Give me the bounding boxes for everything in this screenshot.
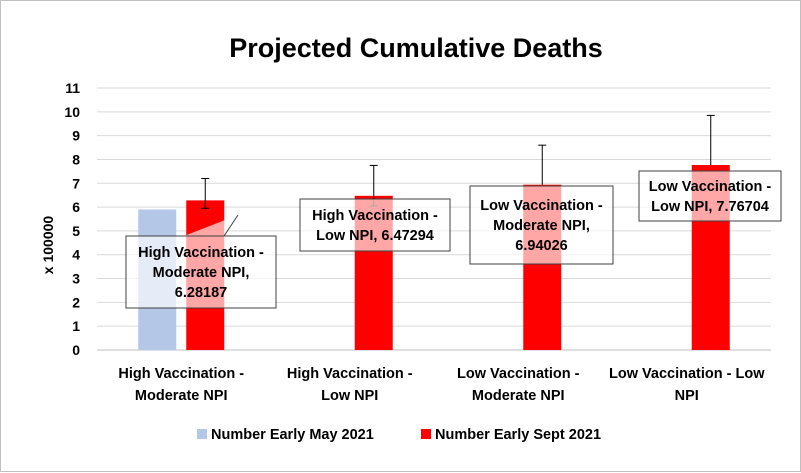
y-tick-label: 2: [72, 294, 80, 310]
callout-box: [125, 235, 277, 309]
y-tick-label: 6: [72, 199, 80, 215]
x-category-label: Low NPI: [321, 388, 378, 404]
y-tick-label: 10: [64, 104, 80, 120]
y-tick-labels: 0 1 2 3 4 5 6 7 8 9 10 11: [64, 80, 80, 358]
data-label-text: Low Vaccination -: [649, 179, 772, 195]
y-tick-label: 4: [72, 247, 80, 263]
x-category-labels: High Vaccination - Moderate NPI High Vacci…: [118, 366, 765, 404]
y-tick-label: 8: [72, 151, 80, 167]
x-category-label: NPI: [675, 388, 699, 404]
y-tick-label: 1: [72, 318, 80, 334]
data-label-callouts: High Vaccination -Moderate NPI,6.28187Hi…: [125, 170, 782, 309]
data-label-text: Moderate NPI,: [153, 265, 250, 281]
y-tick-label: 7: [72, 175, 80, 191]
y-tick-label: 9: [72, 128, 80, 144]
data-label-text: Low Vaccination -: [480, 198, 603, 214]
data-label-callout: Low Vaccination - Low NPI, 7.76704: [638, 170, 782, 222]
data-label-callout: Low Vaccination - Moderate NPI, 6.94026: [469, 185, 614, 265]
x-category-label: High Vaccination -: [118, 366, 244, 382]
y-tick-label: 0: [72, 342, 80, 358]
data-label-text: Low NPI, 6.47294: [316, 228, 434, 244]
callout-box: [299, 198, 451, 252]
x-category-label: High Vaccination -: [287, 366, 413, 382]
data-label-text: Low NPI, 7.76704: [651, 199, 769, 215]
error-bars: [201, 114, 715, 209]
x-category-label: Low Vaccination - Low: [609, 366, 765, 382]
legend: Number Early May 2021 Number Early Sept 2…: [197, 427, 601, 443]
callout-pointer: [184, 214, 239, 237]
data-label-text: 6.94026: [515, 238, 567, 254]
x-category-label: Moderate NPI: [472, 388, 565, 404]
legend-swatch: [197, 429, 207, 439]
callout-box: [469, 185, 614, 265]
data-label-callout: High Vaccination - Low NPI, 6.47294: [299, 198, 451, 252]
y-axis-label: x 100000: [40, 216, 56, 275]
chart-title: Projected Cumulative Deaths: [229, 33, 603, 63]
legend-swatch: [421, 429, 431, 439]
legend-label: Number Early Sept 2021: [435, 427, 601, 443]
y-tick-label: 3: [72, 271, 80, 287]
data-label-text: High Vaccination -: [312, 208, 438, 224]
x-category-label: Moderate NPI: [135, 388, 228, 404]
data-label-text: Moderate NPI,: [493, 218, 590, 234]
x-category-label: Low Vaccination -: [457, 366, 580, 382]
callout-box: [638, 170, 782, 222]
legend-label: Number Early May 2021: [211, 427, 374, 443]
y-tick-label: 5: [72, 223, 80, 239]
data-label-text: 6.28187: [175, 285, 227, 301]
y-tick-label: 11: [65, 80, 80, 96]
data-label-callout: High Vaccination - Moderate NPI, 6.28187: [125, 214, 277, 309]
data-label-text: High Vaccination -: [138, 245, 264, 261]
